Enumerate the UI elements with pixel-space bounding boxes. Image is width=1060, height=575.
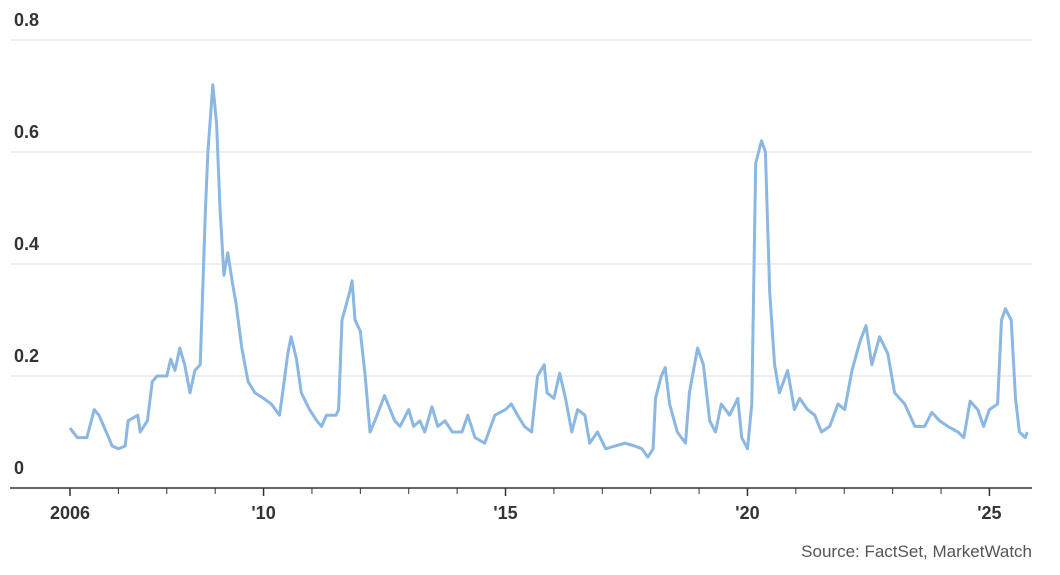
x-tick-label: '20 [735,503,759,523]
y-tick-label: 0.6 [14,122,39,142]
y-tick-label: 0.4 [14,234,39,254]
source: Source: FactSet, MarketWatch [801,542,1032,561]
y-tick-label: 0 [14,458,24,478]
x-tick-label: '25 [977,503,1001,523]
x-tick-label: '15 [493,503,517,523]
y-tick-label: 0.8 [14,10,39,30]
x-tick-label: '10 [251,503,275,523]
data-line [68,83,1029,459]
y-tick-label: 0.2 [14,346,39,366]
x-tick-label: 2006 [50,503,90,523]
